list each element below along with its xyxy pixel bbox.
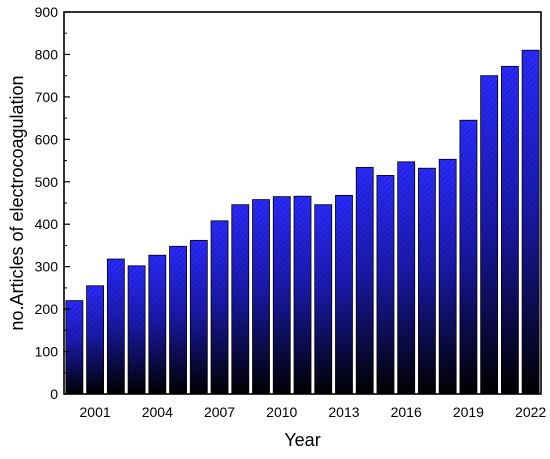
bar-hatch	[148, 255, 166, 394]
x-axis-title: Year	[284, 430, 320, 450]
bar-hatch	[356, 167, 374, 394]
y-tick-label: 300	[35, 259, 59, 275]
y-tick-label: 700	[35, 89, 59, 105]
y-tick-label: 100	[35, 344, 59, 360]
bar-2006	[189, 239, 208, 395]
bar-hatch	[439, 159, 457, 394]
bar-2012	[314, 204, 333, 395]
bar-hatch	[418, 168, 436, 394]
bar-2000	[65, 300, 84, 395]
bar-2021	[500, 65, 519, 395]
bar-2017	[418, 167, 436, 395]
y-tick-label: 900	[35, 4, 59, 20]
bar-hatch	[522, 50, 540, 394]
bar-2002	[106, 258, 125, 395]
bar-2020	[480, 75, 499, 395]
y-tick-label: 200	[35, 301, 59, 317]
bar-hatch	[86, 285, 104, 394]
bar-hatch	[128, 265, 146, 394]
x-tick-label: 2001	[80, 404, 111, 420]
bar-hatch	[273, 196, 291, 394]
y-tick-label: 400	[35, 216, 59, 232]
y-tick-label: 800	[35, 46, 59, 62]
bars-group	[65, 49, 540, 395]
bar-2011	[293, 195, 312, 395]
bar-2003	[127, 265, 146, 395]
bar-2016	[397, 161, 416, 395]
x-tick-label: 2013	[328, 404, 359, 420]
bar-hatch	[252, 199, 270, 394]
bar-hatch	[501, 66, 519, 394]
bar-hatch	[459, 120, 477, 394]
bar-2007	[210, 220, 229, 395]
bar-2018	[438, 158, 457, 395]
bar-2005	[169, 245, 187, 395]
bar-2010	[272, 196, 291, 395]
bar-2022	[521, 49, 540, 395]
bar-2009	[252, 199, 270, 395]
bar-2004	[148, 254, 167, 395]
bar-2014	[355, 166, 374, 395]
bar-hatch	[231, 204, 249, 394]
axes-group: 0 100 200 300 400 500 600 700 800 900 2001 2004 2007…	[35, 4, 547, 420]
x-tick-label: 2016	[391, 404, 422, 420]
bar-hatch	[190, 240, 208, 394]
y-tick-label: 500	[35, 174, 59, 190]
bar-hatch	[65, 300, 83, 394]
bar-hatch	[480, 75, 498, 395]
bar-hatch	[211, 220, 229, 394]
bar-hatch	[335, 195, 353, 394]
bar-hatch	[169, 246, 187, 394]
bar-hatch	[376, 175, 394, 394]
bar-2008	[231, 204, 250, 395]
bar-hatch	[293, 196, 312, 394]
bar-2015	[376, 175, 395, 395]
x-tick-label: 2022	[515, 404, 546, 420]
x-tick-label: 2010	[266, 404, 297, 420]
bar-2001	[86, 285, 105, 395]
x-tick-label: 2019	[453, 404, 484, 420]
y-tick-label: 0	[50, 386, 58, 402]
bar-hatch	[397, 161, 415, 394]
bar-2013	[335, 194, 353, 395]
bar-hatch	[314, 204, 332, 394]
bar-hatch	[107, 259, 125, 394]
y-axis-title: no.Articles of electrocoagulation	[7, 75, 27, 330]
y-tick-label: 600	[35, 131, 59, 147]
bar-2019	[459, 119, 478, 395]
x-tick-label: 2007	[204, 404, 235, 420]
x-tick-label: 2004	[142, 404, 173, 420]
